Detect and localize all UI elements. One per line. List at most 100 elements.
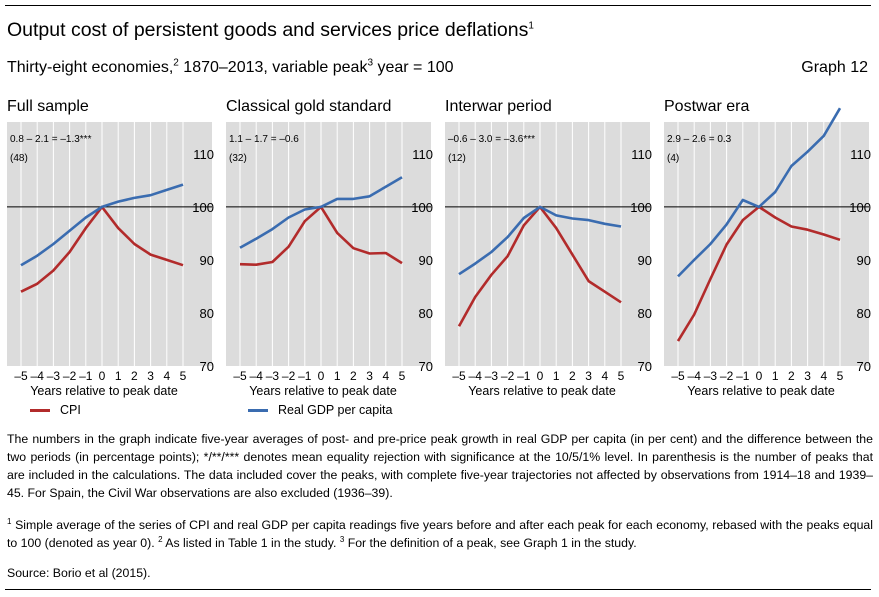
x-tick-label: –5 (452, 369, 466, 383)
x-tick-label: 5 (399, 369, 406, 383)
chart-notes: The numbers in the graph indicate five-y… (7, 432, 873, 500)
x-tick-label: 0 (537, 369, 544, 383)
x-tick-label: 3 (147, 369, 154, 383)
y-tick-label: 110 (412, 147, 433, 162)
x-tick-label: 1 (115, 369, 122, 383)
x-tick-label: –2 (63, 369, 77, 383)
y-tick-label: 70 (200, 359, 214, 374)
x-tick-label: 0 (99, 369, 106, 383)
x-axis-label: Years relative to peak date (687, 384, 835, 398)
plot-background (226, 122, 431, 366)
legend-label-gdp: Real GDP per capita (278, 403, 393, 417)
x-tick-label: –3 (47, 369, 61, 383)
y-tick-label: 70 (419, 359, 433, 374)
growth-annotation: 0.8 – 2.1 = –1.3*** (10, 134, 92, 145)
y-tick-label: 110 (631, 147, 652, 162)
x-tick-label: 2 (350, 369, 357, 383)
y-tick-label: 90 (857, 253, 871, 268)
x-tick-label: –3 (704, 369, 718, 383)
chart-subtitle: Thirty-eight economies,2 1870–2013, vari… (7, 57, 454, 76)
series-line-real-gdp-per-capita (239, 176, 403, 249)
plot-background (7, 122, 212, 366)
x-tick-label: 4 (382, 369, 389, 383)
peak-count: (48) (10, 153, 28, 164)
source-note: Source: Borio et al (2015). (7, 566, 151, 580)
x-tick-label: –4 (469, 369, 483, 383)
x-tick-label: 5 (618, 369, 625, 383)
x-tick-label: –1 (79, 369, 93, 383)
peak-count: (32) (229, 153, 247, 164)
x-tick-label: –3 (266, 369, 280, 383)
y-tick-label: 100 (411, 200, 433, 215)
y-tick-label: 90 (638, 253, 652, 268)
y-tick-label: 100 (849, 200, 871, 215)
x-tick-label: –5 (233, 369, 247, 383)
x-tick-label: 4 (163, 369, 170, 383)
panel-title-classical-gold-standard: Classical gold standard (226, 98, 392, 115)
x-tick-label: –3 (485, 369, 499, 383)
x-tick-label: 1 (334, 369, 341, 383)
plot-background (664, 122, 869, 366)
legend-swatch-cpi (30, 408, 50, 412)
growth-annotation: –0.6 – 3.0 = –3.6*** (448, 134, 535, 145)
y-tick-label: 80 (857, 306, 871, 321)
y-tick-label: 80 (200, 306, 214, 321)
y-tick-label: 110 (850, 147, 871, 162)
x-tick-label: 4 (820, 369, 827, 383)
growth-annotation: 2.9 – 2.6 = 0.3 (667, 134, 732, 145)
x-tick-label: 2 (788, 369, 795, 383)
x-tick-label: –1 (736, 369, 750, 383)
x-axis-label: Years relative to peak date (30, 384, 178, 398)
x-tick-label: 5 (837, 369, 844, 383)
y-tick-label: 100 (192, 200, 214, 215)
x-tick-label: 2 (131, 369, 138, 383)
y-tick-label: 70 (638, 359, 652, 374)
x-tick-label: –2 (501, 369, 515, 383)
legend-label-cpi: CPI (60, 403, 81, 417)
panel-title-interwar-period: Interwar period (445, 98, 552, 115)
x-tick-label: –1 (517, 369, 531, 383)
y-tick-label: 80 (419, 306, 433, 321)
footnotes: 1 Simple average of the series of CPI an… (7, 516, 873, 550)
panel-title-postwar-era: Postwar era (664, 98, 750, 115)
peak-count: (4) (667, 153, 679, 164)
x-tick-label: –5 (671, 369, 685, 383)
x-tick-label: 3 (366, 369, 373, 383)
x-tick-label: 2 (569, 369, 576, 383)
x-tick-label: 3 (585, 369, 592, 383)
legend-swatch-gdp (248, 408, 268, 412)
x-tick-label: 0 (318, 369, 325, 383)
x-tick-label: –4 (250, 369, 264, 383)
x-tick-label: 4 (601, 369, 608, 383)
panel-title-full-sample: Full sample (7, 98, 89, 115)
legend-item-gdp: Real GDP per capita (248, 403, 392, 417)
x-tick-label: 1 (772, 369, 779, 383)
chart-title: Output cost of persistent goods and serv… (7, 19, 534, 41)
x-tick-label: 1 (553, 369, 560, 383)
plot-background (445, 122, 650, 366)
y-tick-label: 90 (419, 253, 433, 268)
x-tick-label: –4 (688, 369, 702, 383)
x-tick-label: –2 (282, 369, 296, 383)
series-line-real-gdp-per-capita (458, 205, 622, 276)
x-tick-label: –1 (298, 369, 312, 383)
x-tick-label: 0 (756, 369, 763, 383)
y-tick-label: 70 (857, 359, 871, 374)
x-tick-label: –4 (31, 369, 45, 383)
x-axis-label: Years relative to peak date (468, 384, 616, 398)
x-tick-label: –5 (14, 369, 28, 383)
x-tick-label: 3 (804, 369, 811, 383)
y-tick-label: 100 (630, 200, 652, 215)
x-tick-label: 5 (180, 369, 187, 383)
y-tick-label: 110 (193, 147, 214, 162)
x-tick-label: –2 (720, 369, 734, 383)
growth-annotation: 1.1 – 1.7 = –0.6 (229, 134, 299, 145)
series-line-real-gdp-per-capita (677, 107, 842, 278)
series-line-real-gdp-per-capita (20, 183, 184, 267)
y-tick-label: 80 (638, 306, 652, 321)
